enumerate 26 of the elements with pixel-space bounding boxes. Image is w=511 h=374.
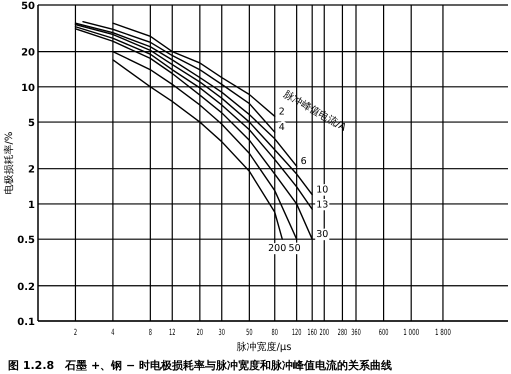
x-tick-label: 30	[218, 328, 230, 338]
x-tick-label: 50	[246, 328, 257, 338]
x-tick-label: 360	[351, 328, 368, 338]
text: 图 1.2.8 石墨 +、钢 − 时电极损耗率与脉冲宽度和脉冲峰值电流的关系曲线	[8, 359, 392, 372]
y-tick-label: 0.5	[17, 235, 36, 246]
y-tick-label: 0.1	[17, 317, 36, 328]
x-tick-label: 1 000	[403, 328, 428, 338]
y-tick-label: 10	[21, 82, 36, 94]
y-tick-label: 5	[28, 118, 36, 130]
x-tick-label: 2	[74, 328, 80, 338]
y-axis-title: 电极损耗率/%	[3, 132, 15, 194]
x-tick-label: 4	[111, 328, 117, 338]
x-tick-label: 600	[378, 328, 396, 338]
y-tick-label: 2	[28, 164, 36, 176]
x-tick-label: 80	[272, 328, 282, 338]
x-tick-label: 12	[169, 328, 180, 338]
x-tick-label: 20	[196, 328, 208, 338]
y-tick-label: 20	[21, 48, 36, 59]
x-tick-label: 200	[319, 328, 336, 338]
y-tick-label: 1	[28, 200, 36, 211]
x-tick-label: 8	[148, 328, 154, 338]
x-tick-label: 1 800	[434, 328, 460, 338]
x-tick-label: 120	[292, 328, 308, 338]
y-tick-label: 50	[21, 1, 36, 12]
x-axis-title: 脉冲宽度/μs	[236, 341, 292, 353]
y-tick-label: 0.2	[17, 282, 36, 293]
